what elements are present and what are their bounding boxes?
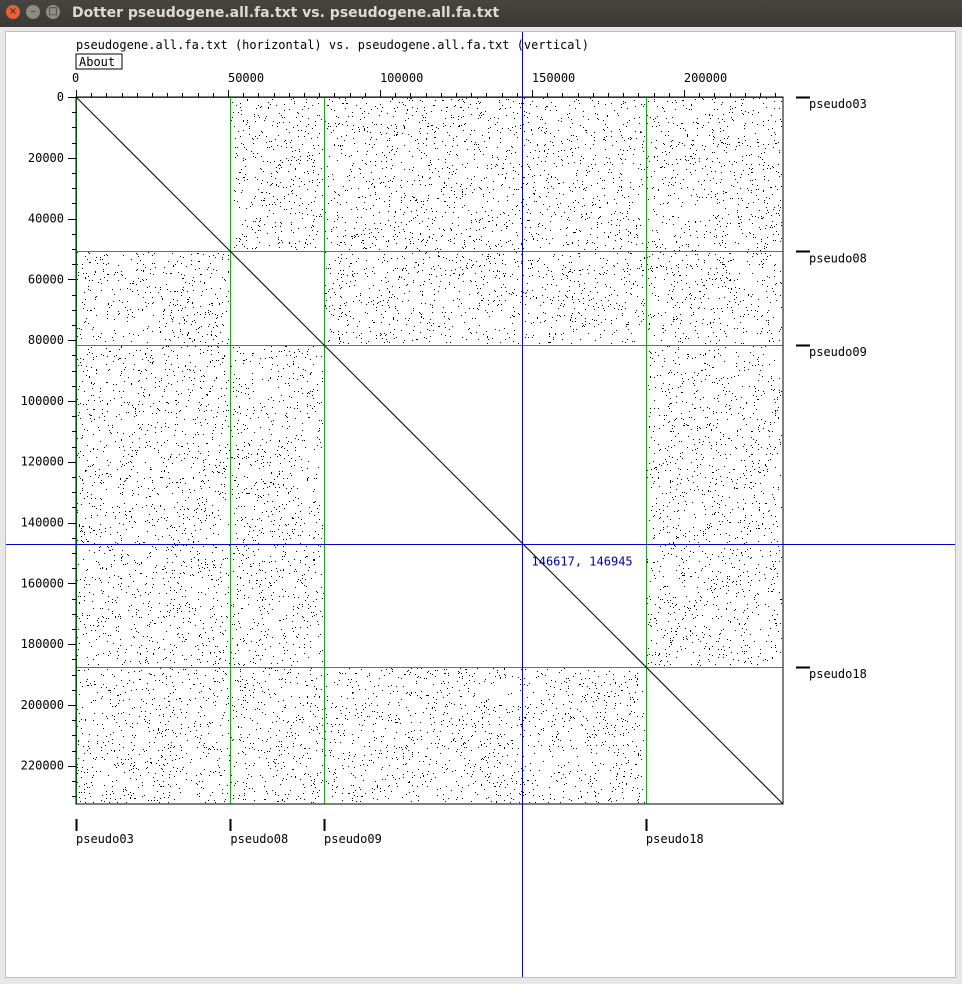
crosshair-coordinates: 146617, 146945: [532, 555, 633, 569]
y-tick-label: 220000: [21, 759, 64, 773]
window-title: Dotter pseudogene.all.fa.txt vs. pseudog…: [72, 5, 500, 21]
bottom-seq-label-pseudo09: pseudo09: [324, 832, 382, 846]
x-tick-label: 100000: [380, 71, 423, 85]
right-seq-label-pseudo08: pseudo08: [809, 251, 867, 265]
bottom-seq-label-pseudo08: pseudo08: [230, 832, 288, 846]
close-icon: ×: [8, 6, 18, 17]
x-tick-label: 50000: [228, 71, 264, 85]
y-tick-label: 40000: [28, 212, 64, 226]
y-tick-label: 180000: [21, 637, 64, 651]
dotplot-svg[interactable]: pseudogene.all.fa.txt (horizontal) vs. p…: [6, 32, 956, 978]
crosshair[interactable]: 146617, 146945: [6, 32, 956, 978]
close-window-button[interactable]: ×: [6, 5, 20, 19]
dotplot-canvas[interactable]: pseudogene.all.fa.txt (horizontal) vs. p…: [5, 31, 956, 978]
maximize-window-button[interactable]: □: [46, 5, 60, 19]
maximize-icon: □: [48, 6, 58, 17]
y-tick-label: 20000: [28, 151, 64, 165]
axes: 0 50000 100000 150000 200000 0 20000 40000 60000…: [21, 71, 784, 805]
plot-header: pseudogene.all.fa.txt (horizontal) vs. p…: [76, 38, 589, 52]
sequence-labels: pseudo03 pseudo03 pseudo08 pseudo08 pseudo09…: [75, 96, 867, 846]
x-tick-label: 200000: [684, 71, 727, 85]
y-tick-label: 60000: [28, 272, 64, 286]
minimize-window-button[interactable]: –: [26, 5, 40, 19]
about-button[interactable]: About: [75, 53, 123, 70]
y-tick-label: 140000: [21, 516, 64, 530]
minimize-icon: –: [30, 6, 36, 17]
bottom-seq-label-pseudo18: pseudo18: [646, 832, 704, 846]
bottom-seq-label-pseudo03: pseudo03: [76, 832, 134, 846]
right-seq-label-pseudo18: pseudo18: [809, 667, 867, 681]
right-seq-label-pseudo03: pseudo03: [809, 97, 867, 111]
y-tick-label: 200000: [21, 698, 64, 712]
right-seq-label-pseudo09: pseudo09: [809, 345, 867, 359]
title-bar: × – □ Dotter pseudogene.all.fa.txt vs. p…: [0, 0, 962, 27]
about-button-label: About: [79, 55, 115, 69]
y-tick-label: 100000: [21, 394, 64, 408]
plot-frame: [75, 96, 784, 805]
x-tick-label: 0: [72, 71, 79, 85]
x-tick-label: 150000: [532, 71, 575, 85]
y-tick-label: 80000: [28, 333, 64, 347]
y-tick-label: 0: [57, 90, 64, 104]
y-tick-label: 160000: [21, 576, 64, 590]
y-tick-label: 120000: [21, 455, 64, 469]
main-diagonal: [75, 96, 784, 805]
